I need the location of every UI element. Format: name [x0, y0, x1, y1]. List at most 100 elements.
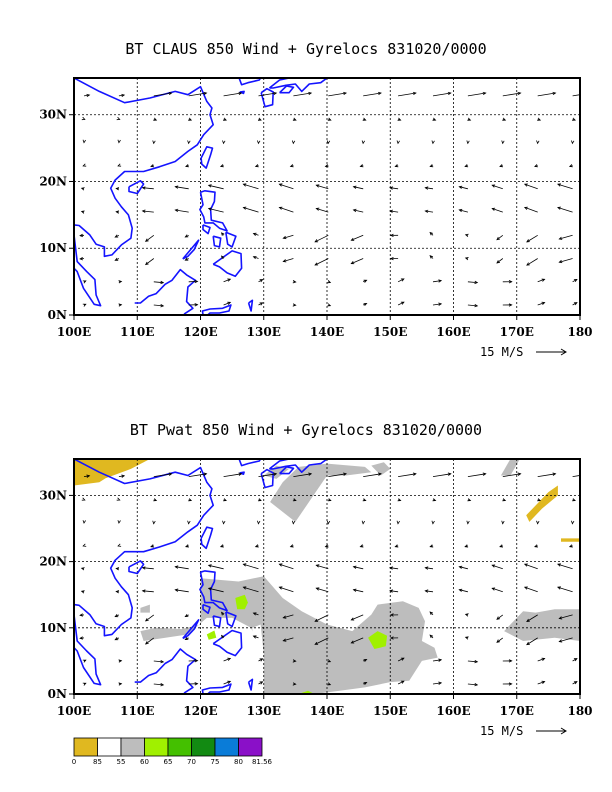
wind-vector — [153, 281, 164, 284]
wind-vector — [557, 563, 573, 570]
wind-vector-head — [517, 472, 522, 476]
wind-vector-head — [491, 184, 496, 188]
wind-vector-head — [363, 659, 368, 663]
wind-vector-head — [526, 262, 530, 266]
wind-vector-head — [573, 302, 578, 306]
wind-vector — [314, 614, 329, 622]
wind-vector-head — [352, 208, 357, 213]
vector-scale-label: 15 M/S — [480, 724, 523, 738]
map-plot-area — [74, 459, 580, 694]
wind-vector-head — [116, 116, 121, 121]
wind-vector-head — [141, 186, 146, 190]
wind-vector-head — [571, 520, 575, 525]
colorbar-label: 81.56 — [252, 758, 273, 766]
pwat-mid-region — [500, 459, 520, 476]
wind-vector-head — [252, 612, 257, 616]
wind-vector-head — [118, 280, 123, 284]
wind-vector-head — [467, 498, 472, 502]
wind-vector — [492, 587, 503, 593]
wind-vector — [142, 210, 154, 213]
wind-vector-head — [568, 164, 573, 168]
wind-vector-head — [438, 681, 443, 685]
wind-vector-head — [389, 233, 394, 238]
lon-tick-label: 120E — [183, 704, 217, 718]
pwat-high-region — [368, 631, 388, 649]
wind-vector-head — [160, 280, 165, 285]
wind-vector-head — [491, 207, 496, 211]
wind-vector-head — [400, 278, 405, 282]
colorbar-label: 60 — [140, 758, 149, 766]
wind-vector — [208, 184, 224, 190]
wind-vector-head — [207, 184, 212, 188]
wind-vector-head — [222, 140, 226, 145]
wind-vector-head — [557, 586, 561, 590]
wind-vector — [223, 473, 242, 477]
wind-vector-head — [537, 498, 542, 502]
wind-vector — [145, 234, 155, 242]
wind-vector-head — [400, 680, 405, 684]
coastline-visayas1 — [212, 615, 222, 628]
wind-vector — [526, 614, 538, 622]
coastline-mindanao — [212, 250, 243, 278]
wind-vector — [502, 473, 521, 477]
wind-vector — [492, 208, 503, 213]
wind-vector — [351, 614, 364, 621]
coastline-palawan — [182, 619, 200, 640]
colorbar-swatch — [144, 737, 169, 757]
lat-tick-label: 10N — [39, 621, 67, 635]
coastline-honshu — [268, 78, 328, 93]
lon-tick-label: 170E — [500, 704, 534, 718]
wind-vector-head — [343, 472, 347, 476]
wind-vector-head — [315, 587, 320, 591]
wind-vector — [389, 590, 399, 593]
wind-vector — [492, 564, 503, 570]
coastline-sulawesi — [201, 683, 232, 694]
wind-vector — [502, 92, 521, 97]
wind-vector-head — [491, 564, 496, 568]
wind-vector-head — [289, 544, 294, 548]
lon-tick-label: 120E — [183, 325, 217, 339]
coastline-visayas2 — [225, 611, 237, 628]
lat-tick-label: 30N — [39, 108, 67, 122]
wind-vector-head — [343, 91, 348, 96]
wind-vector-head — [160, 659, 165, 664]
wind-vector-head — [194, 682, 199, 686]
wind-vector-head — [184, 636, 189, 640]
wind-vector-head — [80, 187, 85, 191]
coastline-hainan — [128, 180, 145, 195]
wind-vector — [293, 92, 312, 97]
lat-tick-label: 20N — [39, 555, 67, 569]
coastline-sulawesi — [201, 304, 232, 315]
wind-vector-head — [242, 563, 247, 567]
wind-vector — [328, 473, 347, 477]
wind-vector — [142, 567, 154, 570]
wind-vector-head — [259, 658, 264, 662]
wind-vector-head — [523, 586, 528, 590]
coastline-borneo — [134, 268, 197, 315]
wind-vector-head — [377, 472, 382, 476]
wind-vector — [537, 92, 556, 97]
lon-tick-label: 110E — [120, 704, 154, 718]
wind-vector-head — [82, 543, 87, 547]
wind-vector — [537, 302, 545, 306]
wind-vector-head — [359, 164, 364, 168]
wind-vector-head — [429, 611, 434, 616]
wind-vector — [145, 637, 155, 645]
wind-vector — [557, 207, 573, 213]
wind-vector-head — [257, 140, 261, 145]
lat-tick-label: 30N — [39, 488, 67, 502]
wind-vector — [496, 258, 504, 264]
wind-vector-head — [242, 586, 247, 590]
colorbar-swatch — [167, 737, 192, 757]
coastline-newguinea — [269, 693, 271, 694]
map-plot-area — [74, 78, 580, 315]
wind-vector-head — [424, 186, 429, 190]
wind-vector-head — [174, 565, 179, 569]
wind-vector-head — [252, 635, 257, 639]
wind-vector-head — [447, 91, 452, 96]
wind-vector-head — [160, 683, 165, 687]
wind-vector-head — [327, 303, 332, 307]
wind-vector — [243, 183, 259, 190]
wind-vector-head — [326, 520, 331, 525]
wind-vector-head — [282, 638, 287, 642]
